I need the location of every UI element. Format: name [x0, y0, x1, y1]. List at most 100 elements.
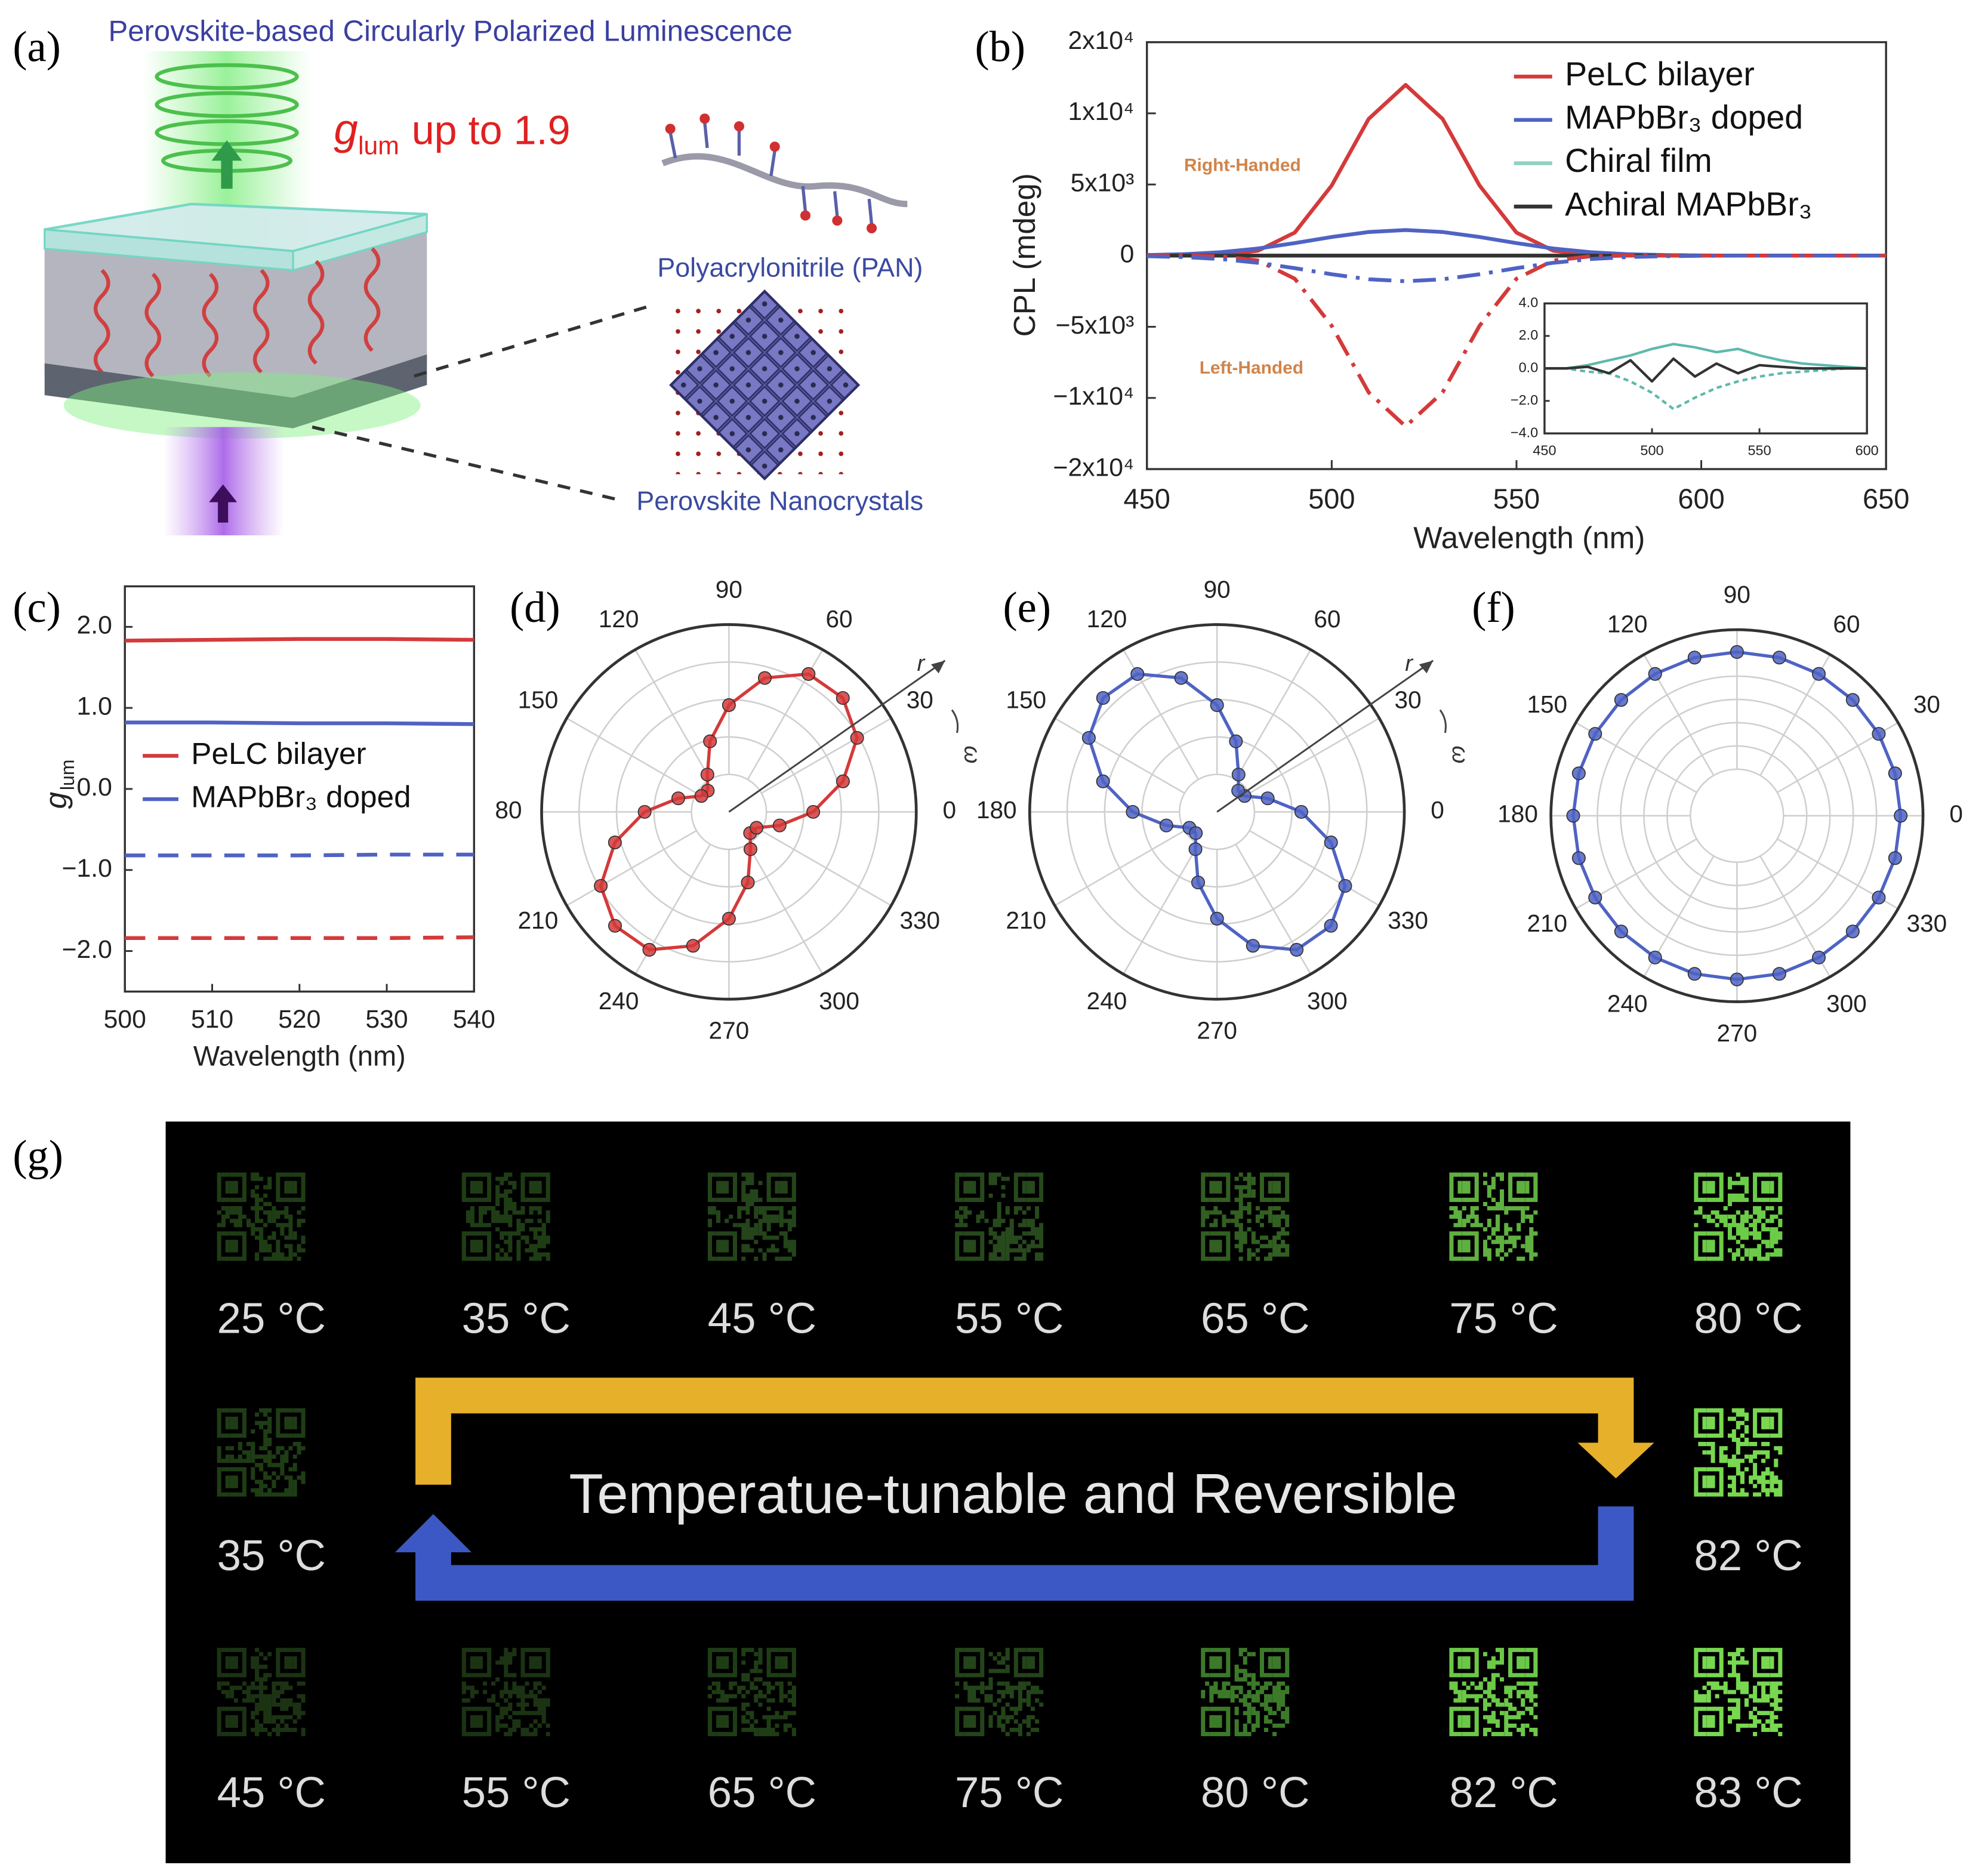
qr-code: [1449, 1172, 1538, 1261]
top-plate-edge: [292, 212, 428, 272]
polar-point: [1324, 918, 1338, 933]
polar-point: [1614, 693, 1628, 707]
polar-point: [1324, 836, 1338, 850]
polar-point: [637, 805, 652, 819]
angular-grid-line: [1249, 830, 1380, 907]
dashed-series-line: [1146, 254, 1887, 283]
x-tick-label: 500: [1308, 483, 1355, 514]
glum-text: up to 1.9: [412, 108, 571, 153]
polar-chart: 0 30 60 90 120 150 180 210 240 270 300 330 r ω (e): [976, 576, 1473, 1044]
perovskite-lattice: [669, 289, 861, 481]
y-tick-label: −1x10⁴: [1053, 382, 1135, 411]
x-tick-label: 540: [453, 1005, 495, 1034]
panel-label: (d): [510, 583, 560, 631]
panel-label: (c): [13, 583, 61, 631]
line-chart: 2.0 1.0 0.0 −1.0 −2.0 500 510 520 530 540 PeLC bil…: [13, 583, 495, 1071]
legend-label: PeLC bilayer: [191, 736, 366, 770]
zoom-line: [312, 425, 619, 501]
qr-code: [217, 1172, 306, 1261]
polar-point: [802, 667, 816, 681]
polar-point: [608, 918, 622, 933]
temperature-label: 35 °C: [462, 1294, 571, 1343]
angle-label: 0: [942, 796, 956, 824]
angle-label: 300: [1307, 987, 1348, 1015]
omega-arrow: [951, 709, 959, 733]
angle-label: 90: [716, 576, 742, 603]
y-tick-label: 2.0: [77, 611, 112, 640]
polar-point: [806, 805, 821, 819]
qr-code: [955, 1648, 1044, 1737]
radial-grid-ring: [1179, 773, 1256, 850]
nanocrystal-network: [44, 354, 427, 429]
legend-label: MAPbBr₃ doped: [1565, 99, 1803, 136]
angle-label: 210: [518, 907, 559, 934]
angle-label: 30: [1395, 686, 1422, 713]
polar-point: [743, 842, 757, 856]
qr-code: [1201, 1648, 1290, 1737]
polar-point: [850, 730, 864, 745]
polar-point: [1845, 693, 1860, 707]
polar-chart: 0 30 60 90 120 150 80 210 240 270 300 330 r ω (d): [495, 576, 985, 1044]
polar-point: [757, 671, 772, 685]
polar-point: [686, 939, 700, 953]
r-axis-arrow: [1216, 659, 1434, 813]
polar-point: [1210, 911, 1224, 926]
x-tick-label: 550: [1747, 442, 1771, 458]
omega-label: ω: [959, 745, 985, 763]
polar-point: [741, 876, 755, 890]
angle-label: 90: [1204, 576, 1231, 603]
r-axis-arrow: [728, 659, 946, 813]
y-tick-label: −1.0: [62, 854, 112, 883]
legend-label: PeLC bilayer: [1565, 56, 1755, 93]
heating-arrow: [415, 1377, 1634, 1485]
temperature-label: 55 °C: [462, 1768, 571, 1817]
y-tick-label: 0: [1120, 240, 1135, 269]
temperature-label: 45 °C: [217, 1768, 326, 1817]
polar-point: [1290, 942, 1304, 957]
panel-label: (b): [975, 23, 1025, 71]
polar-point: [1126, 805, 1140, 819]
panel-label: (f): [1472, 583, 1515, 631]
x-tick-label: 600: [1678, 483, 1724, 514]
x-axis-label: Wavelength (nm): [1413, 520, 1645, 554]
polar-point: [1246, 939, 1260, 953]
qr-code: [707, 1172, 796, 1261]
angle-label: 240: [1607, 990, 1648, 1018]
angle-label: 300: [1826, 990, 1867, 1018]
polar-point: [1229, 734, 1243, 748]
arrow-head: [1419, 660, 1434, 674]
temperature-label: 80 °C: [1694, 1294, 1802, 1343]
panel-label: (e): [1003, 583, 1051, 631]
angular-grid-line: [747, 844, 824, 975]
angle-label: 120: [1607, 610, 1648, 637]
angular-grid-line: [761, 830, 892, 907]
angle-label: 330: [1388, 907, 1428, 934]
temperature-label: 45 °C: [708, 1294, 816, 1343]
temperature-label: 82 °C: [1449, 1768, 1558, 1817]
polar-point: [1772, 967, 1786, 981]
qr-code: [1694, 1408, 1783, 1497]
glum-sub: lum: [358, 132, 399, 161]
angle-label: 330: [1907, 910, 1947, 937]
polar-frame: [1549, 628, 1925, 1003]
polar-point: [836, 691, 850, 705]
arrow-head: [930, 660, 945, 674]
zoom-line: [414, 304, 651, 378]
polar-point: [1888, 766, 1902, 781]
dashed-series-line: [1544, 367, 1867, 411]
polar-point: [1845, 924, 1860, 939]
polar-point: [694, 789, 708, 803]
pan-nitrile: [665, 113, 877, 233]
angle-label: 180: [976, 796, 1017, 824]
polar-point: [1189, 826, 1203, 840]
y-tick-label: −2.0: [1511, 392, 1538, 408]
angular-grid-line: [1123, 844, 1199, 975]
angular-grid-line: [761, 717, 892, 794]
y-tick-label: 1x10⁴: [1068, 97, 1134, 126]
qr-code: [1694, 1648, 1783, 1737]
qr-code: [461, 1648, 550, 1737]
polar-point: [1260, 791, 1275, 806]
polar-point: [1648, 667, 1662, 681]
y-axis-label: CPL (mdeg): [1007, 173, 1041, 337]
